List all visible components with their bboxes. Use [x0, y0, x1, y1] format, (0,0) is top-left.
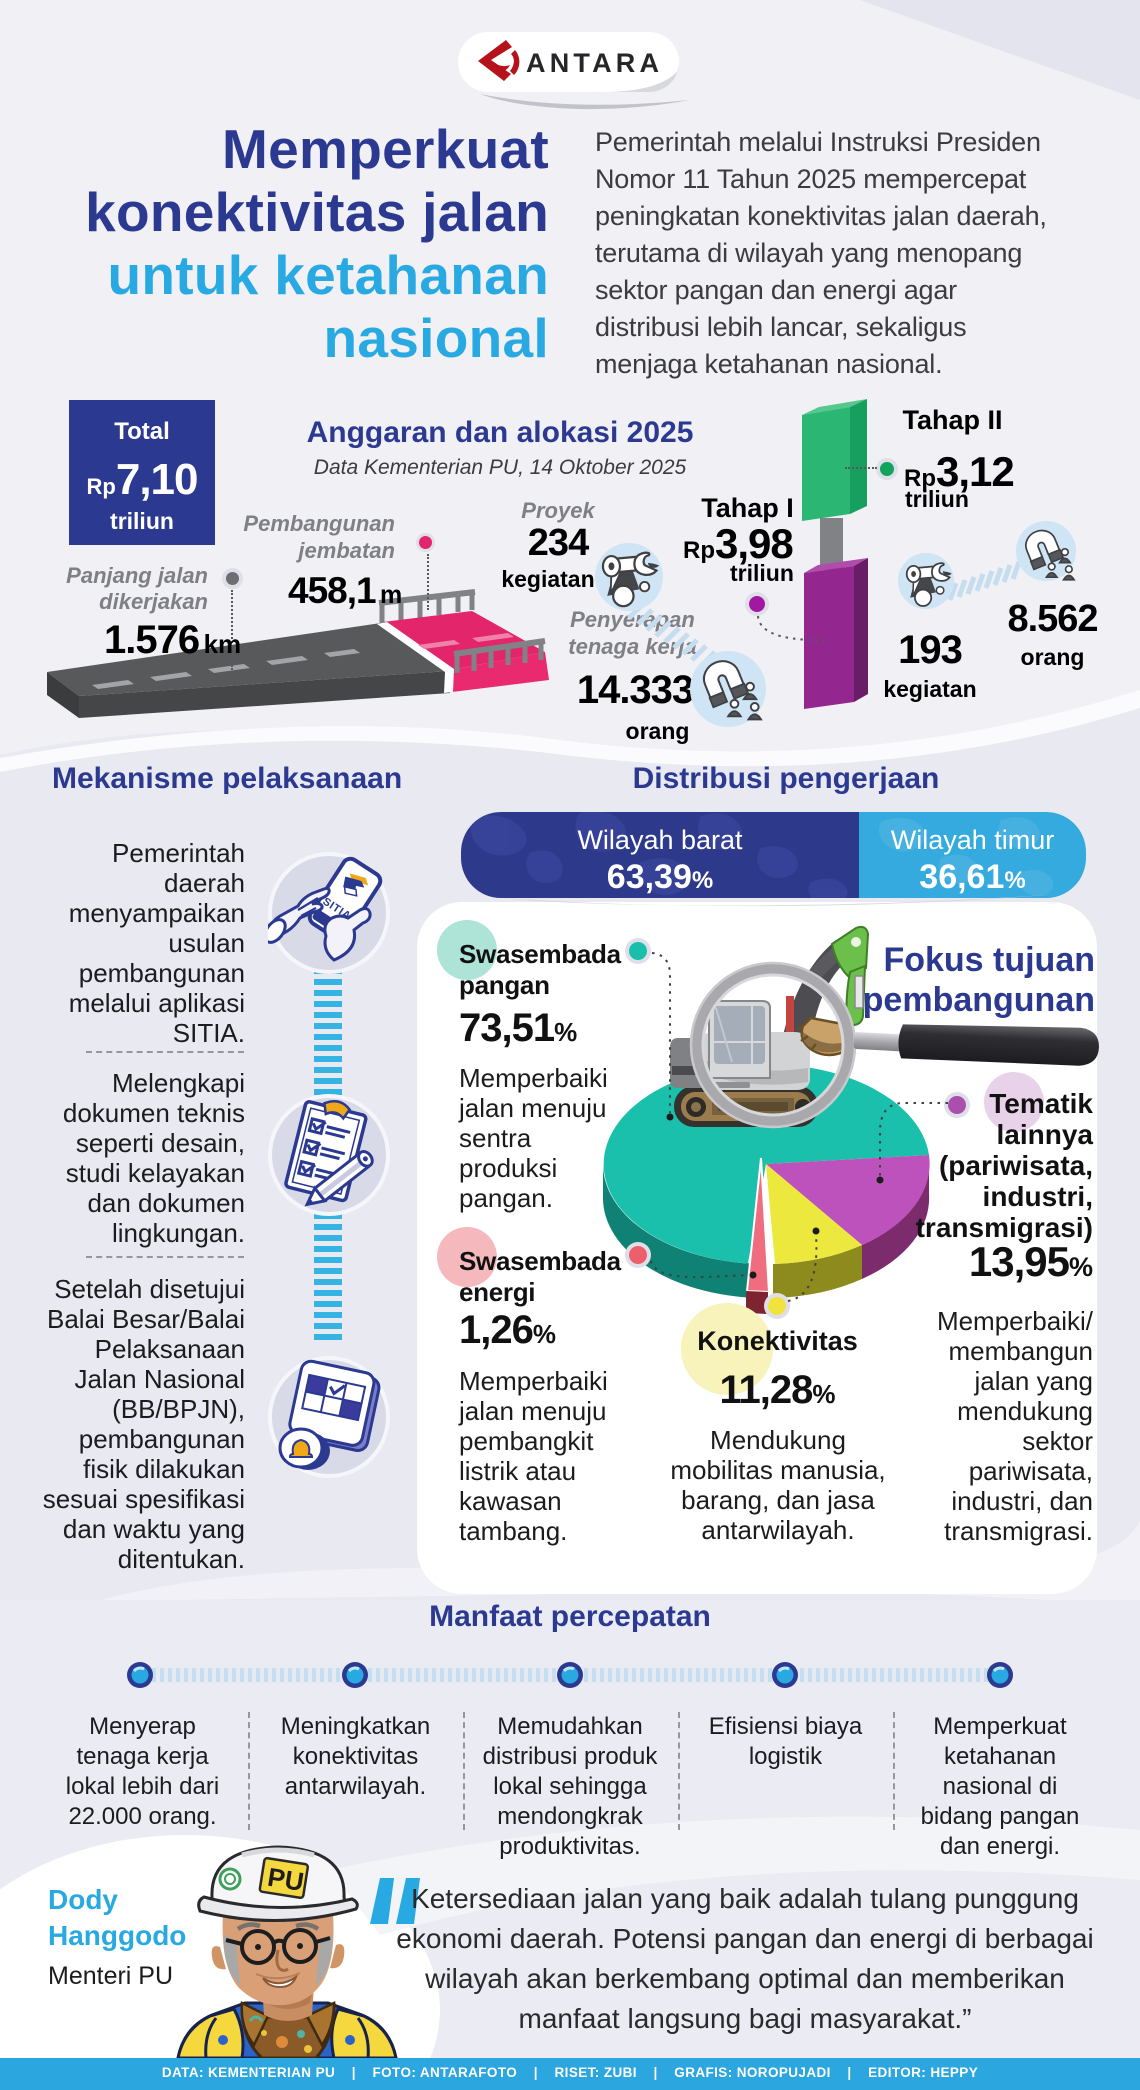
- svg-text:ANTARA: ANTARA: [526, 48, 663, 78]
- svg-text:PU: PU: [266, 1862, 306, 1897]
